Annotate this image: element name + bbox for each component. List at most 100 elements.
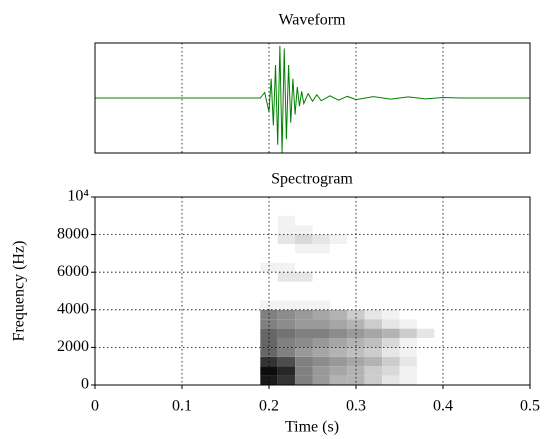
spectrogram-cell [416,328,435,338]
spectrogram-cell [399,366,417,376]
spectrogram-cell [295,291,313,301]
spectrogram-cell [364,234,383,244]
spectrogram-cell [364,253,383,263]
spectrogram-cell [329,356,348,367]
spectrogram-cell [329,225,348,235]
spectrogram-cell [399,375,417,385]
spectrogram-cell [260,338,278,348]
spectrogram-cell [399,300,417,310]
spectrogram-cell [260,347,278,357]
spectrogram-cell [399,234,417,244]
spectrogram-cell [312,338,330,348]
spectrogram-cell [347,291,365,301]
spectrogram-cell [295,309,313,320]
spectrogram-cell [312,375,330,385]
spectrogram-cell [295,234,313,244]
x-tick-label: 0.1 [172,398,192,415]
spectrogram-cell [295,300,313,310]
waveform-line [95,45,530,154]
spectrogram-cell [329,244,348,254]
spectrogram-cell [295,328,313,338]
spectrogram-cell [329,215,348,226]
spectrogram-cell [416,225,435,235]
spectrogram-cell [416,347,435,357]
spectrogram-cell [382,319,400,329]
spectrogram-cell [260,244,278,254]
spectrogram-cell [277,262,296,273]
spectrogram-cell [347,319,365,329]
spectrogram-cell [260,366,278,376]
spectrogram-cell [364,347,383,357]
spectrogram-cell [312,328,330,338]
y-axis-label: Frequency (Hz) [11,241,28,342]
spectrogram-cell [382,309,400,320]
spectrogram-cell [329,338,348,348]
spectrogram-cell [347,375,365,385]
spectrogram-cell [382,272,400,282]
spectrogram-cell [382,244,400,254]
spectrogram-cell [399,356,417,367]
spectrogram-cell [312,262,330,273]
spectrogram-cell [364,328,383,338]
spectrogram-cell [416,338,435,348]
spectrogram-cell [329,281,348,291]
spectrogram-cell [416,366,435,376]
spectrogram-cell [347,338,365,348]
spectrogram-cell [312,366,330,376]
spectrogram-cell [312,300,330,310]
spectrogram-cell [295,262,313,273]
spectrogram-cell [416,234,435,244]
spectrogram-cell [399,347,417,357]
spectrogram-cell [382,328,400,338]
spectrogram-cell [364,262,383,273]
spectrogram-cell [382,281,400,291]
spectrogram-cell [364,338,383,348]
spectrogram-cell [364,215,383,226]
spectrogram-cell [329,309,348,320]
plot-frame [94,42,531,154]
spectrogram-cell [312,215,330,226]
spectrogram-cell [347,366,365,376]
chart-title: Spectrogram [271,171,353,188]
spectrogram-cell [364,225,383,235]
spectrogram-cell [312,319,330,329]
spectrogram-cell [277,234,296,244]
spectrogram-cell [277,291,296,301]
spectrogram-cell [399,309,417,320]
spectrogram-cell [382,262,400,273]
y-tick-label: 6000 [57,263,89,280]
spectrogram-cell [399,328,417,338]
spectrogram-cell [277,328,296,338]
spectrogram-cell [277,366,296,376]
spectrogram-cell [312,234,330,244]
spectrogram-cell [347,244,365,254]
spectrogram-cell [329,262,348,273]
spectrogram-cell [260,272,278,282]
spectrogram-cell [399,291,417,301]
spectrogram-cell [260,215,278,226]
spectrogram-cell [399,338,417,348]
x-tick-label: 0.2 [259,398,279,415]
spectrogram-cell [295,356,313,367]
spectrogram-cell [399,215,417,226]
x-tick-label: 0.3 [346,398,366,415]
spectrogram-cell [382,234,400,244]
spectrogram-cell [260,291,278,301]
spectrogram-cell [399,262,417,273]
spectrogram-cell [295,281,313,291]
spectrogram-cell [277,272,296,282]
spectrogram-cell [312,225,330,235]
spectrogram-cell [416,300,435,310]
spectrogram-cell [295,225,313,235]
spectrogram-cell [399,319,417,329]
spectrogram-cell [416,262,435,273]
spectrogram-cell [382,347,400,357]
spectrogram-cell [416,215,435,226]
spectrogram-cell [364,319,383,329]
spectrogram-cell [399,253,417,263]
spectrogram-cell [260,319,278,329]
spectrogram-cell [416,291,435,301]
spectrogram-cell [364,375,383,385]
spectrogram-cell [329,300,348,310]
